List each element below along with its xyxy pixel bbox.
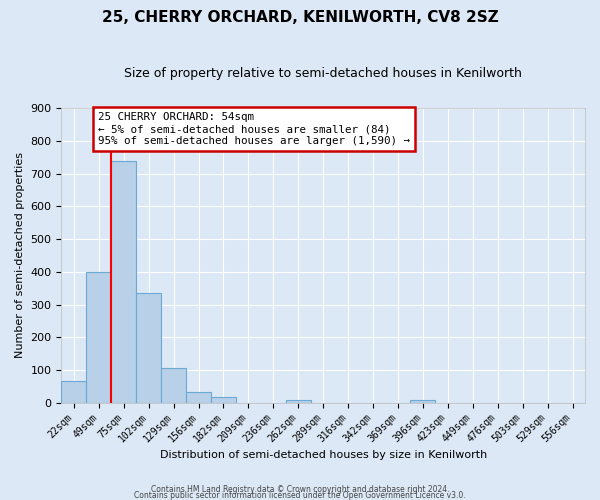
X-axis label: Distribution of semi-detached houses by size in Kenilworth: Distribution of semi-detached houses by … <box>160 450 487 460</box>
Bar <box>86 272 111 402</box>
Text: Contains HM Land Registry data © Crown copyright and database right 2024.: Contains HM Land Registry data © Crown c… <box>151 484 449 494</box>
Bar <box>186 392 211 402</box>
Title: Size of property relative to semi-detached houses in Kenilworth: Size of property relative to semi-detach… <box>124 68 522 80</box>
Bar <box>161 368 186 402</box>
Bar <box>136 292 161 403</box>
Bar <box>61 382 86 402</box>
Text: 25 CHERRY ORCHARD: 54sqm
← 5% of semi-detached houses are smaller (84)
95% of se: 25 CHERRY ORCHARD: 54sqm ← 5% of semi-de… <box>98 112 410 146</box>
Text: 25, CHERRY ORCHARD, KENILWORTH, CV8 2SZ: 25, CHERRY ORCHARD, KENILWORTH, CV8 2SZ <box>101 10 499 25</box>
Bar <box>111 161 136 402</box>
Bar <box>410 400 436 402</box>
Text: Contains public sector information licensed under the Open Government Licence v3: Contains public sector information licen… <box>134 490 466 500</box>
Bar <box>211 398 236 402</box>
Y-axis label: Number of semi-detached properties: Number of semi-detached properties <box>15 152 25 358</box>
Bar <box>286 400 311 402</box>
